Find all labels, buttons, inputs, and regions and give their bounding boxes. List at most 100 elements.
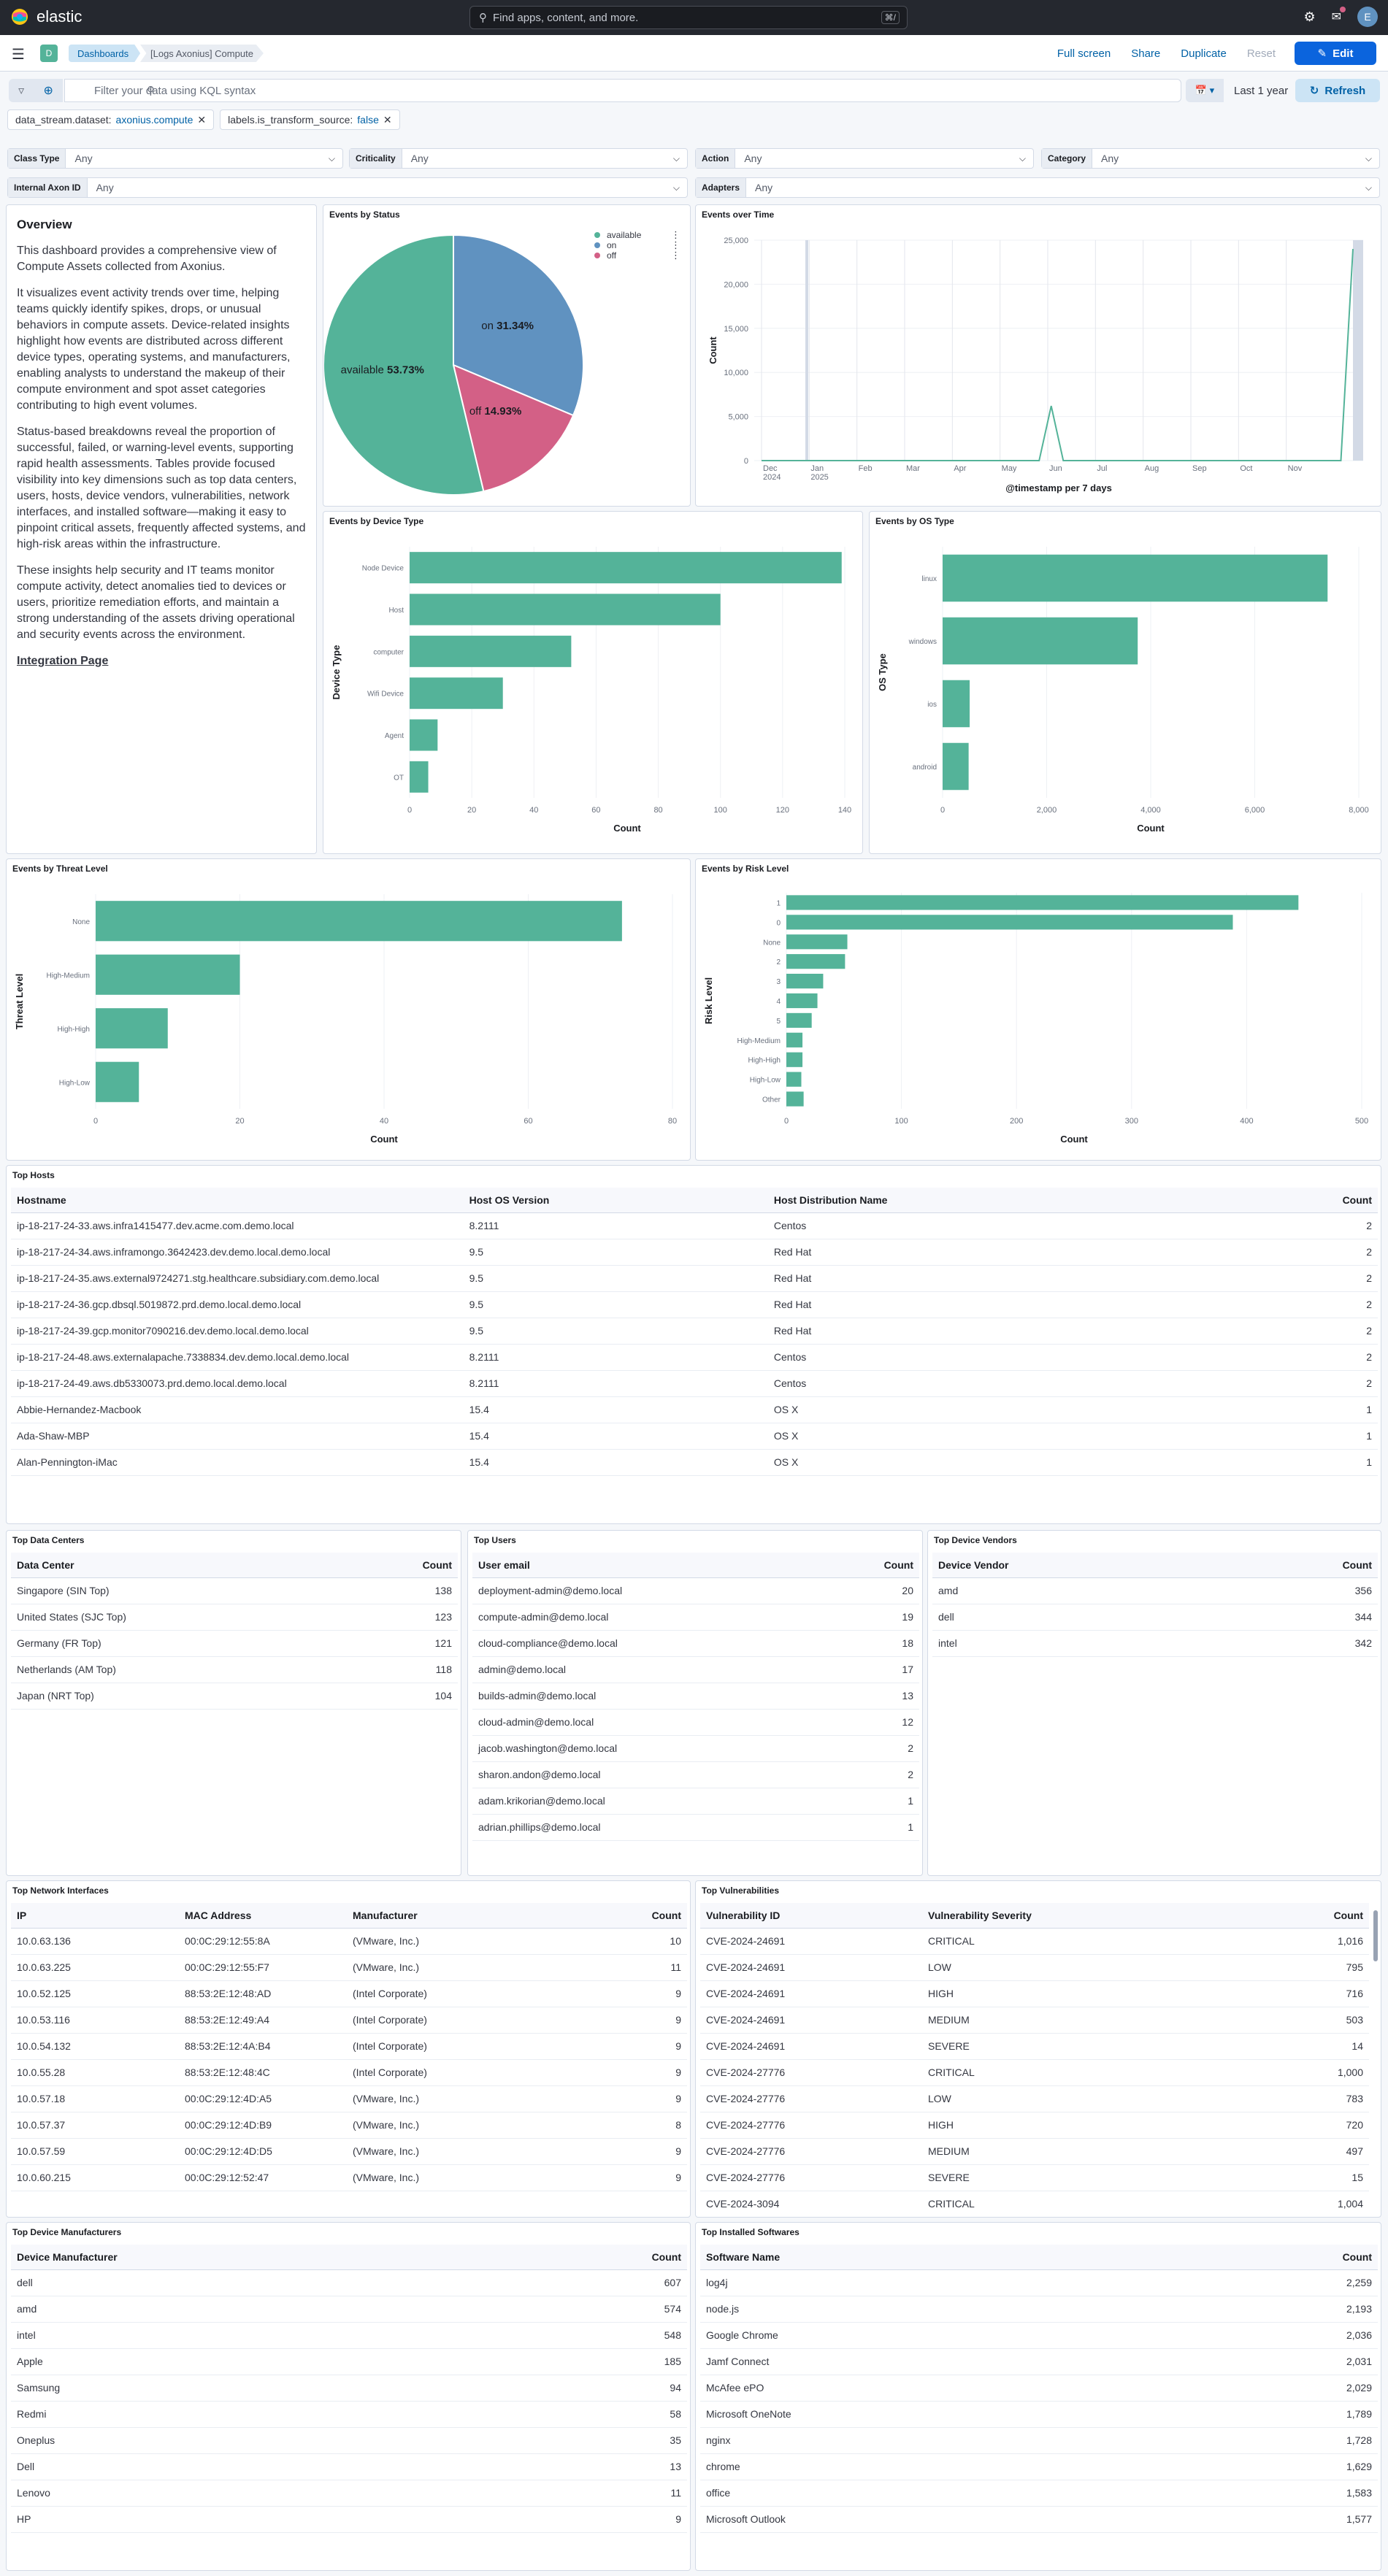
table-scrollbar[interactable] (1373, 1910, 1378, 1961)
share-button[interactable]: Share (1131, 47, 1161, 60)
control-action[interactable]: Action Any ⌵ (695, 148, 1034, 169)
close-icon[interactable]: ✕ (197, 113, 207, 126)
table-cell: 10.0.57.37 (11, 2112, 179, 2139)
bar-Other (786, 1091, 804, 1107)
bar-android (943, 742, 969, 791)
column-header[interactable]: Count (624, 1903, 687, 1929)
column-header[interactable]: Count (1229, 1553, 1378, 1578)
add-filter-icon[interactable]: ⊕ (43, 85, 53, 97)
table-row: ip-18-217-24-36.gcp.dbsql.5019872.prd.de… (11, 1291, 1378, 1318)
x-tick-label: Mar (906, 464, 920, 473)
kql-query-input[interactable]: ⚲ Filter your data using KQL syntax (64, 79, 1181, 102)
filter-pill-dataset[interactable]: data_stream.dataset: axonius.compute ✕ (7, 109, 215, 130)
x-axis-title: Count (1137, 823, 1165, 834)
refresh-label: Refresh (1324, 84, 1366, 97)
integration-page-link[interactable]: Integration Page (17, 655, 109, 667)
table-row: Netherlands (AM Top) 118 (11, 1656, 458, 1683)
table-header-row: Software Name Count (700, 2245, 1378, 2270)
legend-label-off: off (607, 250, 617, 261)
table-cell: United States (SJC Top) (11, 1604, 345, 1631)
column-header[interactable]: Hostname (11, 1188, 464, 1213)
table-row: adam.krikorian@demo.local 1 (472, 1788, 919, 1815)
table-cell: ip-18-217-24-34.aws.inframongo.3642423.d… (11, 1239, 464, 1266)
search-placeholder: Find apps, content, and more. (493, 11, 639, 24)
filter-menu-icon[interactable]: ▿ (18, 85, 25, 97)
x-tick-label: Dec (763, 464, 778, 473)
column-header[interactable]: Device Vendor (932, 1553, 1230, 1578)
column-header[interactable]: Count (1336, 1188, 1378, 1213)
column-header[interactable]: Data Center (11, 1553, 345, 1578)
kql-placeholder: Filter your data using KQL syntax (94, 84, 256, 97)
table-row: office 1,583 (700, 2480, 1378, 2507)
top-network-interfaces-table: IP MAC Address Manufacturer Count 10.0.63.13… (11, 1903, 687, 2191)
help-icon[interactable]: ⚙ (1303, 9, 1316, 24)
column-header[interactable]: Host OS Version (463, 1188, 768, 1213)
control-value: Any (74, 153, 93, 164)
column-header[interactable]: Count (344, 1553, 458, 1578)
column-header[interactable]: Vulnerability Severity (922, 1903, 1243, 1929)
date-picker[interactable]: 📅 ▾ Last 1 year (1186, 79, 1292, 102)
table-header-row: Device Vendor Count (932, 1553, 1378, 1578)
category-label: High-Medium (737, 1037, 781, 1045)
control-adapters[interactable]: Adapters Any ⌵ (695, 177, 1380, 198)
column-header[interactable]: Count (1243, 1903, 1369, 1929)
table-cell: 8.2111 (463, 1212, 768, 1239)
notifications-icon[interactable]: ✉ (1332, 7, 1346, 24)
menu-icon[interactable]: ☰ (12, 47, 25, 63)
reset-button[interactable]: Reset (1246, 47, 1276, 60)
bar-4 (786, 993, 818, 1009)
table-header-row: Data Center Count (11, 1553, 458, 1578)
events-over-time-panel: Events over Time 0 5,000 10,000 15,000 20,00… (695, 204, 1381, 507)
duplicate-button[interactable]: Duplicate (1181, 47, 1227, 60)
column-header[interactable]: IP (11, 1903, 179, 1929)
table-cell: 2 (1336, 1291, 1378, 1318)
column-header[interactable]: Device Manufacturer (11, 2245, 506, 2270)
edit-button[interactable]: ✎ Edit (1295, 42, 1376, 65)
date-range-label[interactable]: Last 1 year (1234, 84, 1289, 97)
control-category[interactable]: Category Any ⌵ (1041, 148, 1380, 169)
space-avatar[interactable]: D (40, 45, 58, 62)
user-avatar[interactable]: E (1357, 7, 1378, 27)
calendar-icon[interactable]: 📅 ▾ (1186, 79, 1224, 102)
global-search-input[interactable]: ⚲ Find apps, content, and more. ⌘/ (469, 6, 908, 29)
x-tick-label: Nov (1288, 464, 1303, 473)
bar-1 (786, 895, 1299, 910)
table-row: 10.0.63.225 00:0C:29:12:55:F7 (VMware, Inc… (11, 1954, 687, 1981)
column-header[interactable]: Count (1176, 2245, 1378, 2270)
refresh-button[interactable]: ↻ Refresh (1295, 79, 1380, 102)
column-header[interactable]: Host Distribution Name (767, 1188, 1337, 1213)
control-internal-axon-id[interactable]: Internal Axon ID Any ⌵ (7, 177, 688, 198)
category-label: computer (373, 648, 404, 656)
table-row: Apple 185 (11, 2348, 687, 2375)
column-header[interactable]: Count (505, 2245, 687, 2270)
column-header[interactable]: Vulnerability ID (700, 1903, 922, 1929)
column-header[interactable]: MAC Address (179, 1903, 347, 1929)
legend-label-available: available (607, 230, 642, 240)
table-row: ip-18-217-24-35.aws.external9724271.stg.… (11, 1265, 1378, 1292)
table-cell: Jamf Connect (700, 2348, 1176, 2375)
breadcrumb-dashboards[interactable]: Dashboards (69, 45, 141, 62)
full-screen-button[interactable]: Full screen (1057, 47, 1111, 60)
close-icon[interactable]: ✕ (383, 113, 392, 126)
table-header-row: Vulnerability ID Vulnerability Severity Co… (700, 1903, 1369, 1929)
filter-pill-transform-source[interactable]: labels.is_transform_source: false ✕ (220, 109, 400, 130)
table-cell: ip-18-217-24-33.aws.infra1415477.dev.acm… (11, 1212, 464, 1239)
bar-High-Low (786, 1072, 802, 1087)
column-header[interactable]: Count (825, 1553, 919, 1578)
column-header[interactable]: User email (472, 1553, 826, 1578)
control-class-type[interactable]: Class Type Any ⌵ (7, 148, 343, 169)
table-cell: 2,259 (1176, 2269, 1378, 2296)
table-cell: 548 (505, 2322, 687, 2349)
table-cell: 12 (825, 1709, 919, 1736)
category-label: 5 (776, 1018, 781, 1026)
y-axis-title: OS Type (877, 653, 888, 691)
column-header[interactable]: Software Name (700, 2245, 1176, 2270)
column-header[interactable]: Manufacturer (347, 1903, 624, 1929)
table-cell: CVE-2024-27776 (700, 2112, 922, 2139)
table-cell: CVE-2024-24691 (700, 2007, 922, 2034)
table-cell: 497 (1243, 2138, 1369, 2165)
control-criticality[interactable]: Criticality Any ⌵ (349, 148, 688, 169)
table-cell: adrian.phillips@demo.local (472, 1814, 826, 1841)
elastic-logo[interactable]: elastic (10, 7, 82, 26)
x-axis-title: Count (1060, 1134, 1088, 1145)
